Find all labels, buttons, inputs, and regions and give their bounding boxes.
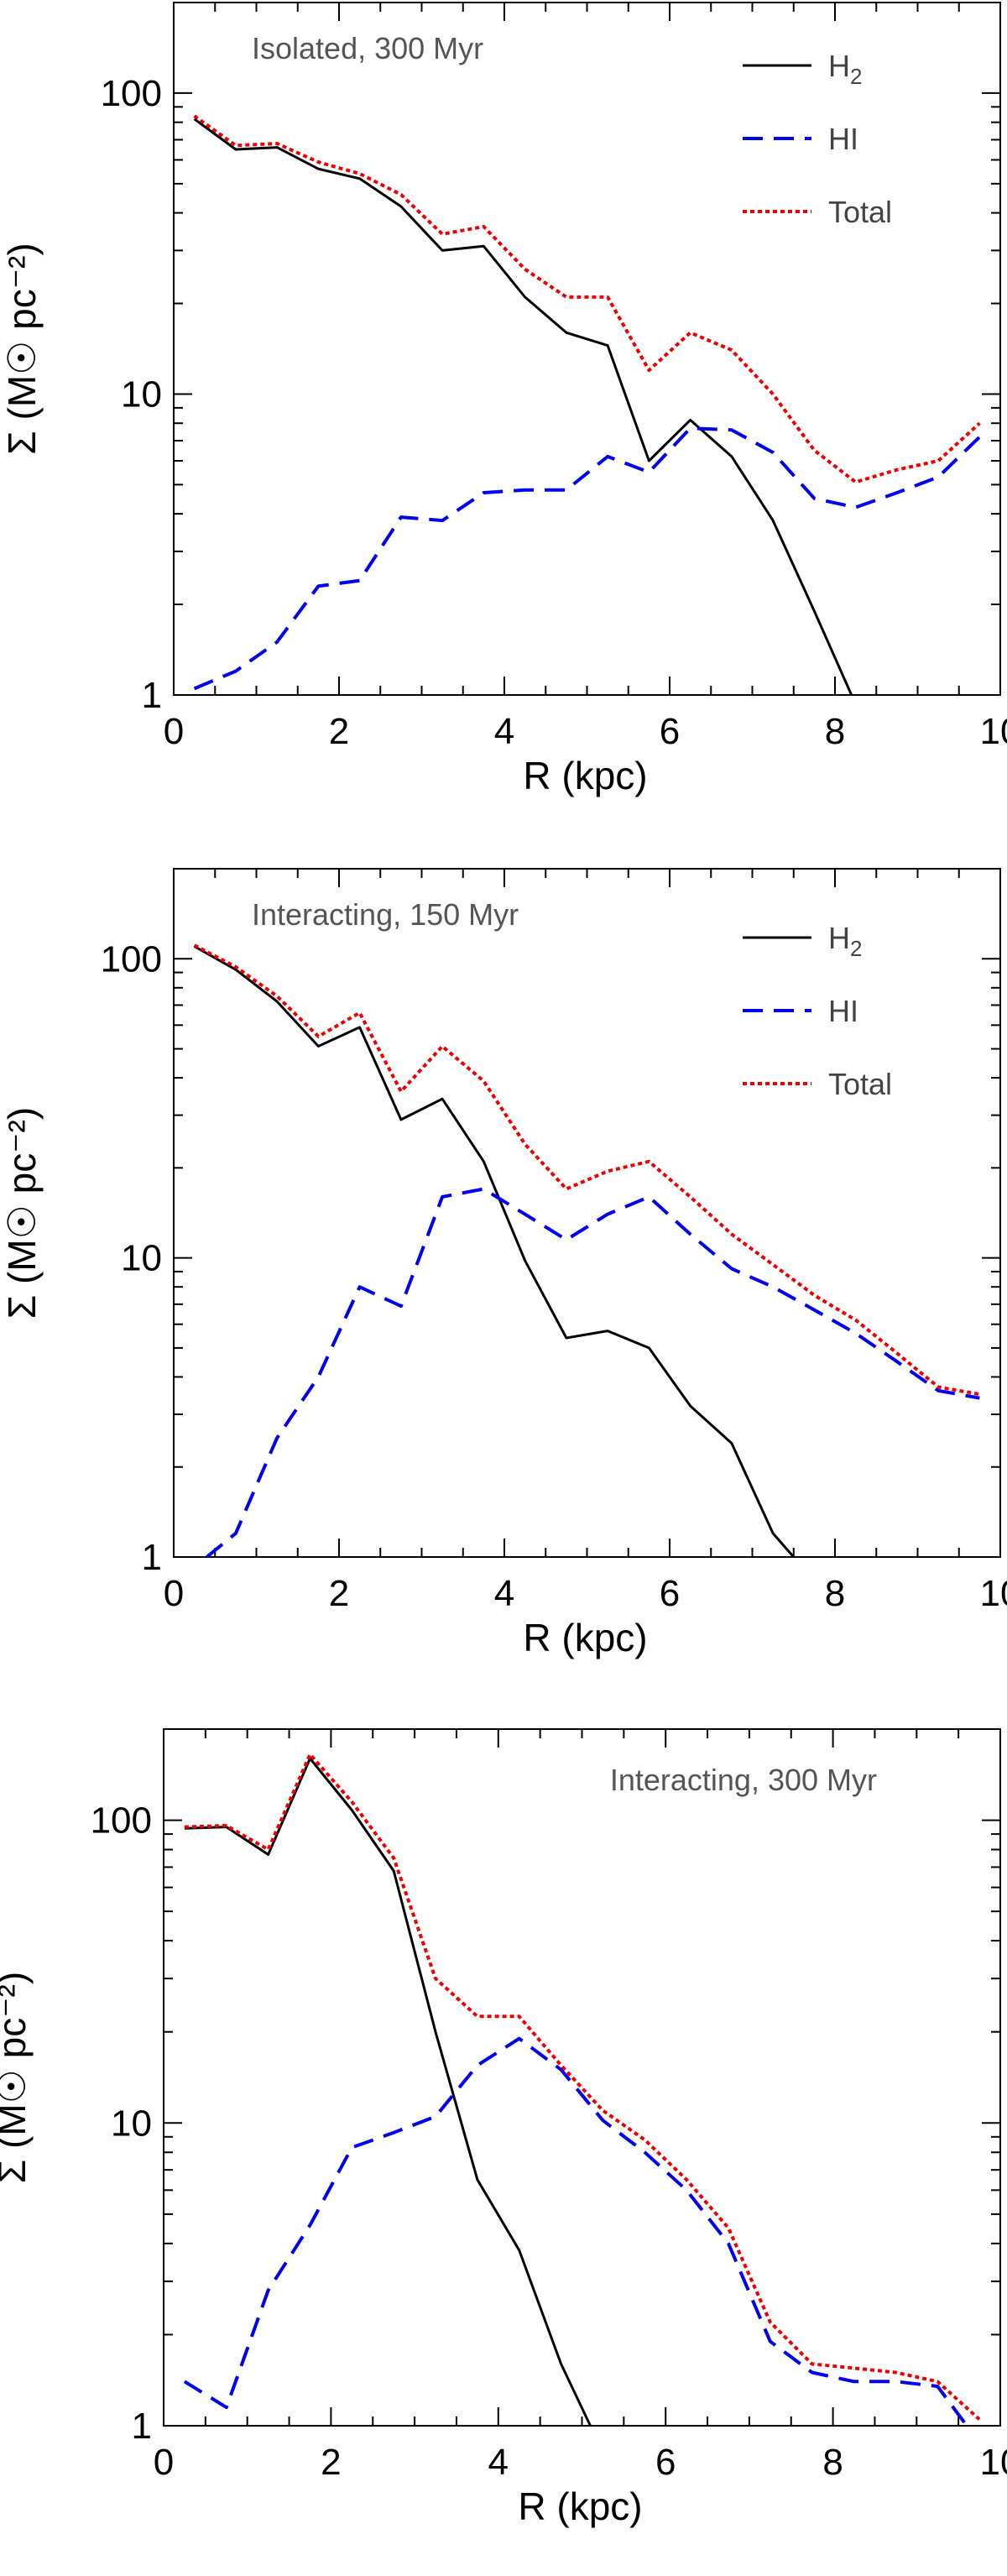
x-tick-label: 6 <box>655 2442 676 2483</box>
x-tick-label: 4 <box>488 2442 509 2483</box>
y-tick-label: 10 <box>111 2103 152 2144</box>
y-tick-label: 1 <box>132 2406 152 2447</box>
axes-frame <box>173 2 1001 696</box>
x-tick-label: 4 <box>494 711 514 752</box>
panel-interacting-300myr: 0 2 4 6 8 10 1 10 100 R (kpc) Σ (M☉ pc⁻²) Interacti… <box>0 1728 1007 2528</box>
y-axis-label: Σ (M☉ pc⁻²) <box>0 1107 44 1319</box>
legend-label-main: HI <box>828 122 858 156</box>
x-tick-label: 6 <box>660 1573 680 1614</box>
x-axis-label: R (kpc) <box>518 2485 642 2528</box>
data-lines <box>193 943 980 1557</box>
series-line-h2 <box>193 118 853 695</box>
axes-frame <box>163 1728 1001 2427</box>
series-line-h2 <box>193 945 795 1557</box>
legend-label-h2: H2 <box>828 921 862 961</box>
y-tick-label: 100 <box>101 73 162 114</box>
series-line-hi <box>183 2036 968 2426</box>
panel-title: Isolated, 300 Myr <box>252 31 483 65</box>
legend-label-hi: HI <box>828 122 858 156</box>
x-tick-label: 10 <box>980 711 1007 752</box>
x-tick-label: 8 <box>822 2442 843 2483</box>
series-line-h2 <box>184 1757 592 2426</box>
series-line-hi <box>206 1187 980 1557</box>
panel-interacting-150myr: 0 2 4 6 8 10 1 10 100 R (kpc) Σ (M☉ pc⁻²) Interacti… <box>0 868 1007 1659</box>
y-tick-label: 1 <box>142 1537 162 1578</box>
legend-label-main: Total <box>828 195 892 229</box>
legend-label-main: H <box>828 49 850 83</box>
data-lines <box>193 114 981 695</box>
x-tick-label: 2 <box>321 2442 341 2483</box>
y-tick-label: 10 <box>121 1238 162 1279</box>
series-line-total <box>193 114 981 484</box>
panel-title: Interacting, 300 Myr <box>610 1763 877 1797</box>
x-tick-label: 0 <box>164 1573 184 1614</box>
series-line-hi <box>193 426 981 691</box>
x-tick-label: 10 <box>980 1573 1007 1614</box>
x-axis-label: R (kpc) <box>523 1616 647 1659</box>
series-line-total <box>193 943 980 1397</box>
series-line-total <box>184 1753 981 2421</box>
y-tick-label: 100 <box>91 1800 152 1842</box>
legend-label-main: H <box>828 921 850 955</box>
panel-title: Interacting, 150 Myr <box>252 897 519 932</box>
x-tick-label: 2 <box>329 711 349 752</box>
legend-label-total: Total <box>828 1067 892 1101</box>
x-tick-label: 4 <box>494 1573 514 1614</box>
legend-label-hi: HI <box>828 994 858 1028</box>
x-tick-label: 8 <box>825 711 845 752</box>
y-tick-label: 1 <box>142 675 162 716</box>
x-axis-label: R (kpc) <box>523 754 647 797</box>
panel-isolated-300myr: 0 2 4 6 8 10 1 10 100 R (kpc) Σ (M☉ pc⁻²) Isolated,… <box>0 2 1007 797</box>
y-tick-label: 100 <box>101 938 162 980</box>
x-tick-label: 2 <box>329 1573 349 1614</box>
y-axis-label: Σ (M☉ pc⁻²) <box>0 243 44 454</box>
axes-frame <box>173 868 1001 1558</box>
data-lines <box>183 1753 981 2426</box>
x-tick-label: 0 <box>164 711 184 752</box>
x-tick-label: 0 <box>154 2442 174 2483</box>
y-axis-label: Σ (M☉ pc⁻²) <box>0 1972 34 2183</box>
legend-label-main: Total <box>828 1067 892 1101</box>
legend: H2 HI Total <box>743 921 892 1101</box>
x-tick-label: 8 <box>825 1573 845 1614</box>
legend-label-subscript: 2 <box>850 936 862 961</box>
legend-label-h2: H2 <box>828 49 862 89</box>
y-tick-label: 10 <box>121 374 162 415</box>
legend-label-total: Total <box>828 195 892 229</box>
x-tick-label: 6 <box>660 711 680 752</box>
x-tick-label: 10 <box>980 2442 1007 2483</box>
legend-label-main: HI <box>828 994 858 1028</box>
legend-label-subscript: 2 <box>850 64 862 89</box>
legend: H2 HI Total <box>743 49 892 229</box>
